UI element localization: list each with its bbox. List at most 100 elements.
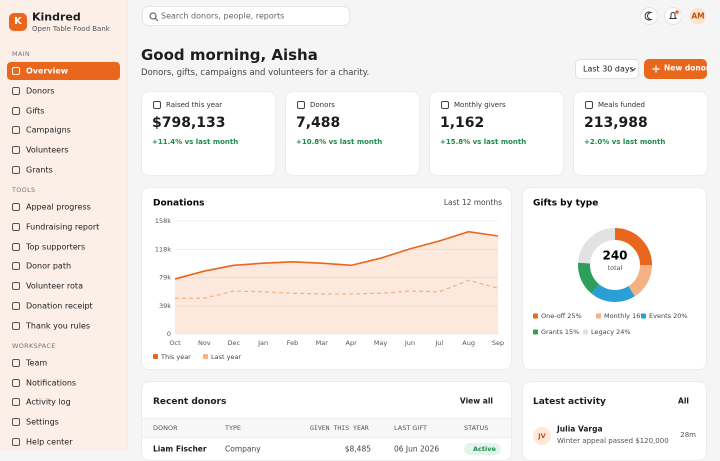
legend-swatch <box>153 354 158 359</box>
donut-total-label: total <box>608 264 623 272</box>
x-tick-label: Jun <box>404 339 415 347</box>
column-header: STATUS <box>464 424 489 432</box>
kpi-label: Meals funded <box>598 101 645 109</box>
nav-item[interactable]: Appeal progress <box>7 198 120 216</box>
kpi-label: Monthly givers <box>454 101 506 109</box>
donut-segment <box>591 284 635 302</box>
range-select[interactable]: Last 30 days <box>575 59 639 79</box>
nav-item[interactable]: Donors <box>7 82 120 100</box>
nav-label: Volunteers <box>26 145 69 155</box>
legend-label: Last year <box>211 353 241 361</box>
donut-segment <box>578 262 600 294</box>
sidebar: K Kindred Open Table Food Bank MAIN Overv… <box>0 0 128 450</box>
activity-name: Julia Varga <box>557 424 603 434</box>
kpi-icon <box>441 101 449 109</box>
donut-segment <box>628 264 652 297</box>
nav-label: Team <box>26 358 48 368</box>
search-box[interactable]: Search donors, people, reports <box>142 6 350 26</box>
kpi-value: 7,488 <box>296 115 341 131</box>
nav-item[interactable]: Notifications <box>7 374 120 392</box>
nav-label: Notifications <box>26 378 77 388</box>
y-tick-label: 0 <box>167 330 171 338</box>
area <box>175 231 498 334</box>
kpi-change: +2.0% vs last month <box>584 138 666 146</box>
nav-item[interactable]: Grants <box>7 161 120 179</box>
kpi-icon <box>585 101 593 109</box>
x-tick-label: Oct <box>169 339 181 347</box>
table-cell: $8,485 <box>344 444 371 454</box>
kpi-icon <box>297 101 305 109</box>
nav-icon <box>12 242 20 251</box>
table-cell: Company <box>225 444 261 454</box>
nav-icon <box>12 321 20 330</box>
nav-icon <box>12 146 20 155</box>
card-title: Latest activity <box>533 397 606 407</box>
nav-item[interactable]: Team <box>7 354 120 372</box>
nav-item[interactable]: Top supporters <box>7 238 120 256</box>
x-tick-label: May <box>374 339 388 347</box>
nav-item[interactable]: Fundraising report <box>7 218 120 236</box>
nav-icon <box>12 67 20 75</box>
legend-swatch <box>203 354 208 359</box>
nav-label: Donation receipt <box>26 301 93 311</box>
range-label: Last 30 days <box>583 64 634 74</box>
nav-icon <box>12 203 20 211</box>
button-label: New donor <box>664 63 710 73</box>
nav-label: Volunteer rota <box>26 281 83 291</box>
nav-item[interactable]: Volunteers <box>7 141 120 159</box>
period-label: Last 12 months <box>444 198 502 207</box>
nav-item[interactable]: Volunteer rota <box>7 277 120 295</box>
plus-icon <box>652 65 660 73</box>
nav-item[interactable]: Thank you rules <box>7 317 120 335</box>
table-cell: Liam Fischer <box>153 444 207 454</box>
nav-label: Thank you rules <box>26 321 91 331</box>
line <box>175 279 499 299</box>
y-tick-label: 79k <box>159 274 171 282</box>
bell-icon <box>669 12 677 19</box>
nav-item[interactable]: Help center <box>7 433 120 451</box>
all-link[interactable]: All <box>678 396 689 406</box>
brand-subtitle: Open Table Food Bank <box>32 25 110 33</box>
nav-icon <box>12 398 20 407</box>
kpi-card: Donors 7,488 +10.8% vs last month <box>285 91 420 176</box>
table-cell: 06 Jun 2026 <box>394 444 440 454</box>
nav-label: Activity log <box>26 397 71 407</box>
nav-item[interactable]: Activity log <box>7 393 120 411</box>
gifts-card: Gifts by type 240 total One-off 25% Month… <box>522 187 707 370</box>
nav-section: MAIN <box>12 50 31 58</box>
nav-section: WORKSPACE <box>12 341 56 350</box>
line <box>174 230 499 280</box>
nav-label: Gifts <box>26 106 45 116</box>
nav-label: Help center <box>26 437 73 447</box>
y-tick-label: 158k <box>155 217 171 225</box>
avatar[interactable] <box>689 7 707 25</box>
theme-button[interactable] <box>640 7 658 25</box>
nav-item[interactable]: Campaigns <box>7 121 120 139</box>
nav-item[interactable]: Settings <box>7 413 120 431</box>
x-tick-label: Feb <box>287 339 299 347</box>
card-title: Gifts by type <box>533 199 598 209</box>
legend-label: One-off 25% <box>541 312 582 320</box>
nav-icon <box>12 106 20 115</box>
nav-label: Grants <box>26 165 53 175</box>
nav-item[interactable]: Gifts <box>7 102 120 120</box>
nav-label: Campaigns <box>26 125 71 135</box>
column-header: DONOR <box>153 424 178 432</box>
nav-item[interactable]: Donation receipt <box>7 297 120 315</box>
donut-segment <box>578 228 616 264</box>
column-header: LAST GIFT <box>394 424 427 432</box>
nav-item[interactable]: Donor path <box>7 257 120 275</box>
nav-icon <box>12 86 20 95</box>
nav-icon <box>12 358 20 367</box>
nav-icon <box>12 166 20 174</box>
view-all-link[interactable]: View all <box>459 396 493 406</box>
nav-label: Donors <box>26 86 55 96</box>
legend-swatch <box>533 329 538 335</box>
x-tick-label: Apr <box>346 339 358 347</box>
nav-item[interactable]: Overview <box>7 62 120 80</box>
nav-icon <box>12 302 20 310</box>
notif-button[interactable] <box>664 7 682 25</box>
new-donor-button[interactable]: New donor <box>644 59 710 79</box>
status-badge: Active <box>464 443 501 455</box>
kpi-card: Meals funded 213,988 +2.0% vs last month <box>573 91 708 176</box>
